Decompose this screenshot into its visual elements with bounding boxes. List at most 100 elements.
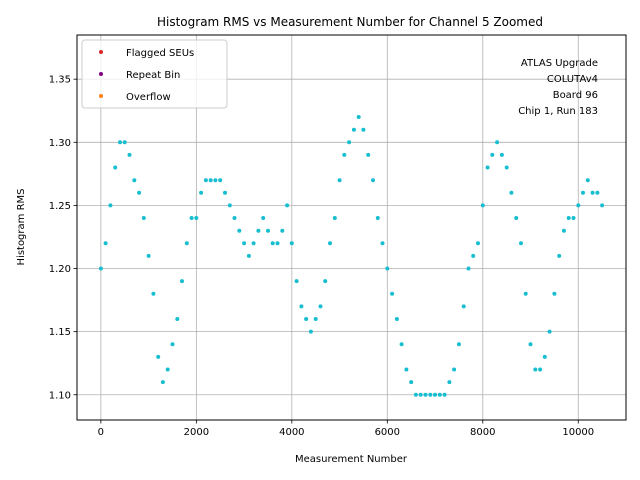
data-point [442, 392, 447, 397]
data-point [313, 317, 318, 321]
data-point [523, 291, 528, 296]
data-point [542, 354, 547, 359]
y-tick-label: 1.15 [49, 327, 71, 338]
legend-marker [99, 72, 103, 76]
data-point [199, 190, 204, 195]
annotation-line: ATLAS Upgrade [521, 58, 598, 69]
data-point [203, 178, 208, 183]
data-point [227, 203, 232, 208]
data-point [571, 216, 576, 220]
y-tick-label: 1.20 [49, 264, 71, 275]
data-point [476, 241, 480, 246]
data-point [242, 241, 247, 246]
data-point [304, 317, 309, 321]
data-point [256, 228, 261, 233]
data-point [504, 165, 509, 170]
data-point [423, 392, 428, 397]
data-point [180, 279, 184, 284]
data-point [428, 392, 433, 397]
data-point [418, 392, 423, 397]
data-point [237, 228, 242, 233]
plot-frame [76, 34, 627, 421]
data-point [103, 241, 108, 246]
data-point [342, 152, 347, 157]
data-point [361, 127, 366, 132]
data-point [561, 228, 566, 233]
data-point [413, 392, 418, 397]
data-point [600, 203, 605, 208]
data-point [337, 178, 342, 183]
x-tick-label: 4000 [279, 427, 304, 438]
data-point [289, 241, 294, 246]
data-point [151, 291, 156, 296]
data-point [590, 190, 595, 195]
data-point [275, 241, 280, 246]
legend-box [81, 39, 228, 109]
x-axis-label: Measurement Number [295, 454, 408, 465]
legend-entries: Flagged SEUs Repeat Bin Overflow [99, 48, 194, 103]
data-point [294, 279, 299, 284]
data-point [266, 228, 270, 233]
axis-ticks: 0 2000 4000 6000 8000 10000 1.10 1.15 1.20 1.25 1.… [49, 75, 594, 438]
data-point [156, 354, 161, 359]
data-point [404, 367, 409, 372]
y-tick-label: 1.25 [49, 201, 71, 212]
annotation-line: COLUTAv4 [547, 74, 598, 85]
legend-label: Overflow [126, 92, 171, 103]
data-point [328, 241, 332, 246]
chart-title: Histogram RMS vs Measurement Number for … [157, 15, 543, 29]
data-point [165, 367, 170, 372]
data-point [351, 127, 356, 132]
annotation-line: Board 96 [553, 90, 598, 101]
data-point [485, 165, 490, 170]
data-point [98, 266, 103, 271]
data-point [456, 342, 461, 347]
data-points [98, 115, 605, 397]
data-point [232, 216, 237, 220]
y-tick-label: 1.10 [49, 390, 71, 401]
data-point [547, 329, 552, 334]
data-point [184, 241, 189, 246]
data-point [437, 392, 442, 397]
data-point [538, 367, 543, 372]
data-point [208, 178, 213, 183]
data-point [308, 329, 313, 334]
data-point [566, 216, 571, 220]
data-point [385, 266, 390, 271]
y-axis-label: Histogram RMS [16, 189, 27, 266]
data-point [194, 216, 199, 220]
data-point [160, 380, 165, 385]
data-point [280, 228, 285, 233]
x-tick-label: 8000 [470, 427, 495, 438]
data-point [137, 190, 142, 195]
data-point [122, 140, 127, 145]
data-point [595, 190, 600, 195]
legend-label: Flagged SEUs [126, 48, 194, 59]
data-point [490, 152, 495, 157]
data-point [371, 178, 375, 183]
data-point [380, 241, 385, 246]
data-point [461, 304, 466, 309]
data-point [285, 203, 290, 208]
data-point [533, 367, 538, 372]
x-tick-label: 10000 [562, 427, 594, 438]
data-point [409, 380, 414, 385]
data-point [390, 291, 395, 296]
data-point [175, 317, 180, 321]
data-point [251, 241, 256, 246]
data-point [356, 115, 361, 119]
data-point [270, 241, 275, 246]
data-point [394, 317, 399, 321]
data-point [141, 216, 146, 220]
data-point [213, 178, 218, 183]
data-point [113, 165, 118, 170]
data-point [466, 266, 471, 271]
data-point [132, 178, 137, 183]
data-point [447, 380, 452, 385]
data-point [471, 253, 476, 258]
annotation-line: Chip 1, Run 183 [518, 106, 598, 117]
data-point [576, 203, 581, 208]
data-point [375, 216, 380, 220]
data-point [223, 190, 227, 195]
legend-label: Repeat Bin [126, 70, 180, 81]
